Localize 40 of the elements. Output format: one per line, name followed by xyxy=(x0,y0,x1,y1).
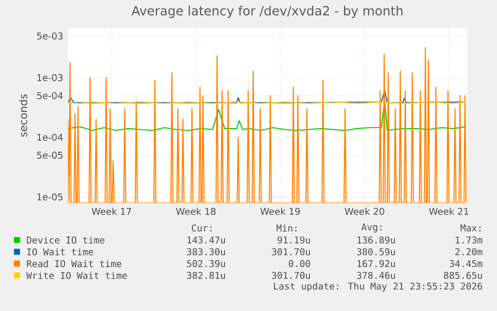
text: 0.00 xyxy=(288,260,310,268)
y-tick-label: 5e-04 xyxy=(37,92,63,100)
y-tick-label: 1e-05 xyxy=(37,193,62,200)
text: 143.47u xyxy=(188,236,225,244)
line-series xyxy=(68,100,466,132)
chart-title: Average latency for /dev/xvda2 - by month xyxy=(132,6,402,18)
x-tick-label: Week 17 xyxy=(92,208,132,215)
x-tick-label: Week 19 xyxy=(260,208,300,215)
y-tick-label: 5e-03 xyxy=(37,32,63,40)
line-series xyxy=(68,46,467,203)
legend-label: IO Wait time xyxy=(27,248,94,256)
text: 380.59u xyxy=(357,248,395,256)
y-tick-label: 1e-03 xyxy=(37,74,63,82)
text: 382.81u xyxy=(187,272,225,279)
x-tick-label: Week 18 xyxy=(176,208,216,215)
text: 167.92u xyxy=(358,260,395,268)
text: 383.30u xyxy=(187,248,225,256)
y-axis-title: seconds xyxy=(18,94,28,137)
text: 91.19u xyxy=(278,236,310,244)
text: 2.20m xyxy=(455,248,482,256)
y-tick-label: 1e-04 xyxy=(37,134,63,141)
text: 136.89u xyxy=(358,236,395,244)
x-tick-label: Week 21 xyxy=(429,208,468,215)
text: Max: xyxy=(460,224,480,232)
text: Last update: Thu May 21 23:55:23 2026 xyxy=(274,282,482,292)
text: Cur: xyxy=(192,224,212,232)
text: 885.65u xyxy=(444,272,482,279)
text: 1.73m xyxy=(456,236,482,244)
legend-label: Read IO Wait time xyxy=(26,260,122,268)
text: 301.70u xyxy=(272,248,310,256)
x-tick-label: Week 20 xyxy=(344,208,384,215)
legend-label: Write IO Wait time xyxy=(26,272,127,279)
text: Min: xyxy=(276,224,296,232)
text: 502.39u xyxy=(187,260,225,268)
text: Avg: xyxy=(361,224,382,232)
text: 301.70u xyxy=(272,272,310,279)
text: 378.46u xyxy=(357,272,395,279)
legend-label: Device IO time xyxy=(26,236,104,244)
y-tick-label: 5e-05 xyxy=(37,152,62,159)
text: 34.45m xyxy=(450,260,482,268)
